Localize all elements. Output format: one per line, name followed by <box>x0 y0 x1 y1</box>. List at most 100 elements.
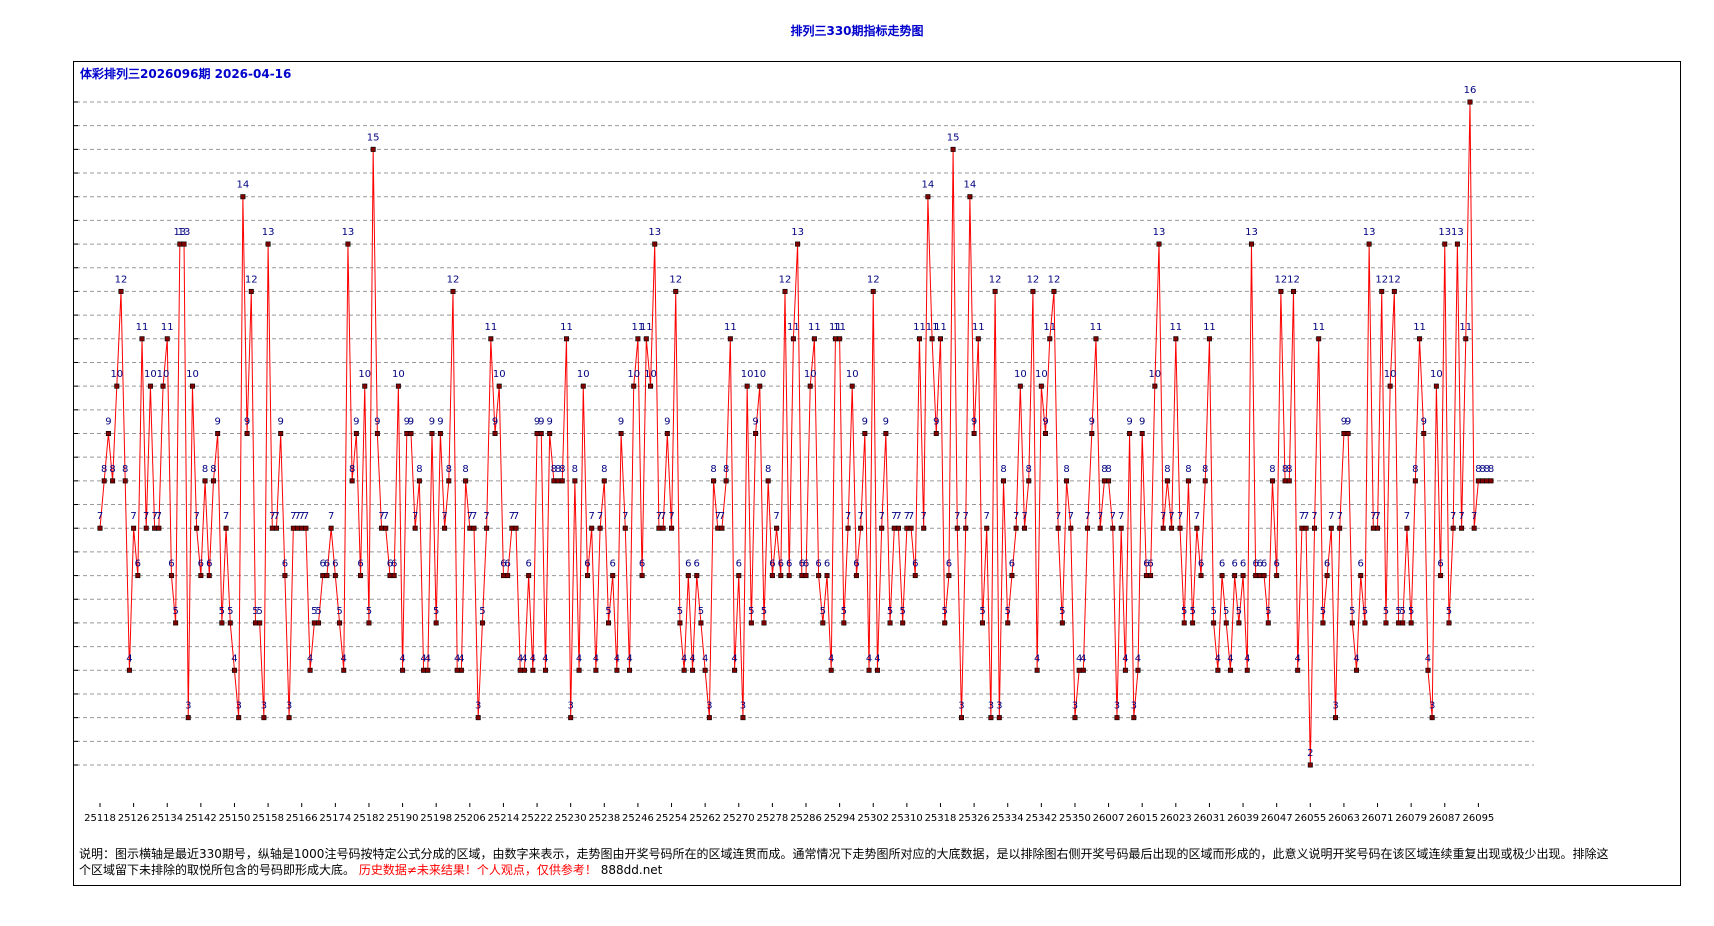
data-label-168: 6 <box>803 559 809 570</box>
data-point-52 <box>316 620 322 626</box>
data-label-101: 4 <box>521 653 527 664</box>
data-point-27 <box>210 478 216 484</box>
data-point-281 <box>1278 288 1284 294</box>
data-point-231 <box>1068 525 1074 531</box>
data-point-67 <box>379 525 385 531</box>
x-tick-label: 25334 <box>992 813 1024 824</box>
data-label-45: 3 <box>286 701 292 712</box>
data-point-94 <box>492 430 498 436</box>
data-point-70 <box>391 573 397 579</box>
data-point-304 <box>1375 525 1381 531</box>
data-label-193: 7 <box>908 511 914 522</box>
data-point-229 <box>1059 620 1065 626</box>
data-label-94: 9 <box>492 417 498 428</box>
data-label-123: 4 <box>614 653 620 664</box>
data-label-217: 6 <box>1009 559 1015 570</box>
data-label-319: 6 <box>1437 559 1443 570</box>
data-label-157: 10 <box>753 369 766 380</box>
data-label-36: 12 <box>245 274 258 285</box>
data-point-202 <box>946 573 952 579</box>
data-point-168 <box>803 573 809 579</box>
data-label-113: 8 <box>572 464 578 475</box>
data-label-160: 6 <box>769 559 775 570</box>
data-label-63: 10 <box>358 369 371 380</box>
data-point-230 <box>1064 478 1070 484</box>
data-point-205 <box>958 715 964 721</box>
data-point-114 <box>576 667 582 673</box>
data-point-197 <box>925 194 931 200</box>
data-label-5: 12 <box>115 274 128 285</box>
data-label-73: 9 <box>404 417 410 428</box>
data-point-217 <box>1009 573 1015 579</box>
data-point-238 <box>1097 525 1103 531</box>
data-label-320: 13 <box>1438 227 1451 238</box>
data-point-329 <box>1480 478 1486 484</box>
data-point-169 <box>807 383 813 389</box>
data-point-278 <box>1265 620 1271 626</box>
data-point-33 <box>236 715 242 721</box>
data-label-72: 4 <box>399 653 405 664</box>
data-label-159: 8 <box>765 464 771 475</box>
data-point-148 <box>719 525 725 531</box>
data-point-37 <box>252 620 258 626</box>
data-label-19: 13 <box>173 227 186 238</box>
data-label-68: 7 <box>383 511 389 522</box>
data-label-282: 8 <box>1282 464 1288 475</box>
data-point-327 <box>1471 525 1477 531</box>
x-tick-label: 26039 <box>1227 813 1259 824</box>
data-label-258: 5 <box>1181 606 1187 617</box>
data-point-233 <box>1076 667 1082 673</box>
data-label-121: 5 <box>605 606 611 617</box>
data-point-158 <box>761 620 767 626</box>
data-label-199: 9 <box>933 417 939 428</box>
data-point-45 <box>286 715 292 721</box>
data-point-86 <box>458 667 464 673</box>
data-point-294 <box>1333 715 1339 721</box>
data-label-37: 5 <box>252 606 258 617</box>
data-label-278: 5 <box>1265 606 1271 617</box>
data-point-318 <box>1433 383 1439 389</box>
data-label-190: 7 <box>895 511 901 522</box>
data-label-65: 15 <box>367 132 380 143</box>
data-label-38: 5 <box>257 606 263 617</box>
x-tick-label: 25158 <box>252 813 284 824</box>
data-label-211: 7 <box>984 511 990 522</box>
data-point-31 <box>227 620 233 626</box>
data-label-17: 6 <box>168 559 174 570</box>
data-point-39 <box>261 715 267 721</box>
data-point-123 <box>614 667 620 673</box>
data-label-244: 4 <box>1122 653 1128 664</box>
data-label-175: 11 <box>829 322 842 333</box>
data-point-296 <box>1341 430 1347 436</box>
data-label-78: 4 <box>425 653 431 664</box>
data-point-330 <box>1484 478 1490 484</box>
data-label-194: 6 <box>912 559 918 570</box>
data-point-143 <box>698 620 704 626</box>
x-tick-label: 25270 <box>723 813 755 824</box>
data-label-260: 5 <box>1189 606 1195 617</box>
data-label-136: 7 <box>668 511 674 522</box>
data-point-221 <box>1026 478 1032 484</box>
data-label-255: 7 <box>1168 511 1174 522</box>
data-label-224: 10 <box>1035 369 1048 380</box>
data-point-60 <box>349 478 355 484</box>
data-point-159 <box>765 478 771 484</box>
data-point-237 <box>1093 336 1099 342</box>
data-point-255 <box>1169 525 1175 531</box>
data-label-250: 6 <box>1147 559 1153 570</box>
data-point-100 <box>517 667 523 673</box>
data-label-311: 7 <box>1404 511 1410 522</box>
data-point-32 <box>231 667 237 673</box>
data-label-239: 8 <box>1101 464 1107 475</box>
data-label-209: 11 <box>972 322 985 333</box>
data-label-86: 4 <box>458 653 464 664</box>
data-label-41: 7 <box>269 511 275 522</box>
data-label-237: 11 <box>1090 322 1103 333</box>
data-label-122: 6 <box>610 559 616 570</box>
data-label-81: 9 <box>437 417 443 428</box>
data-point-225 <box>1043 430 1049 436</box>
data-point-190 <box>895 525 901 531</box>
data-point-166 <box>795 241 801 247</box>
data-label-180: 6 <box>853 559 859 570</box>
data-point-54 <box>324 573 330 579</box>
